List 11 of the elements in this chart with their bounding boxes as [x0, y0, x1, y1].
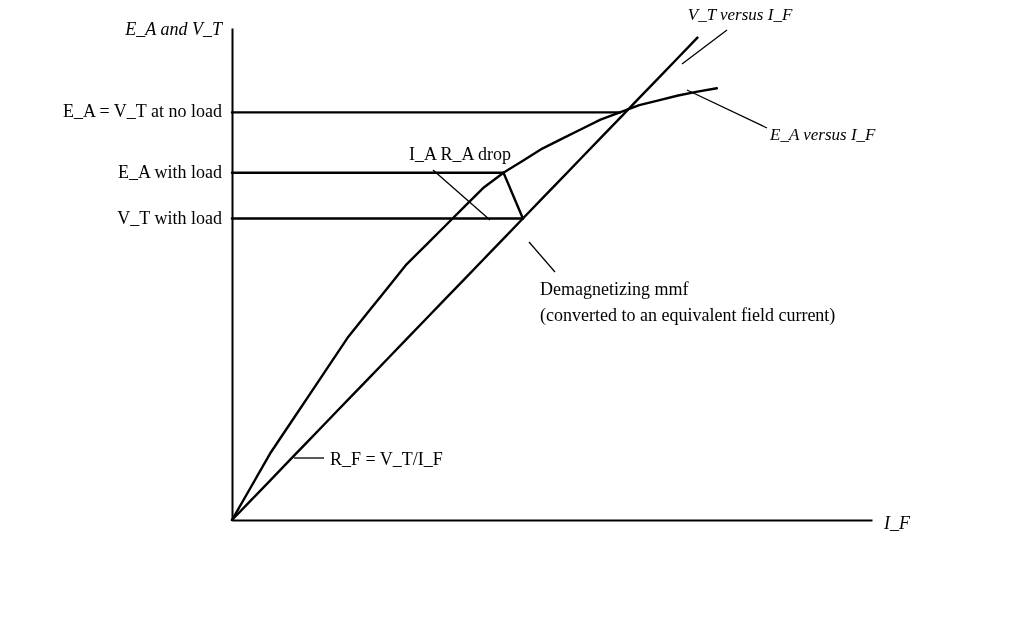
text: E_A = V_T at no load: [63, 101, 222, 122]
text: E_A with load: [118, 161, 222, 182]
annotation: R_F = V_T/I_F: [330, 449, 443, 469]
y-axis-title: E_A and V_T: [124, 19, 224, 39]
annotation: Demagnetizing mmf: [540, 279, 689, 299]
annotation: (converted to an equivalent field current): [540, 305, 836, 326]
series-label: V_T versus I_F: [687, 5, 793, 24]
text: E_A versus I_F: [769, 125, 877, 144]
text: V_T with load: [117, 207, 222, 228]
text: I_F: [883, 513, 911, 533]
annotation: I_A R_A drop: [408, 144, 512, 164]
